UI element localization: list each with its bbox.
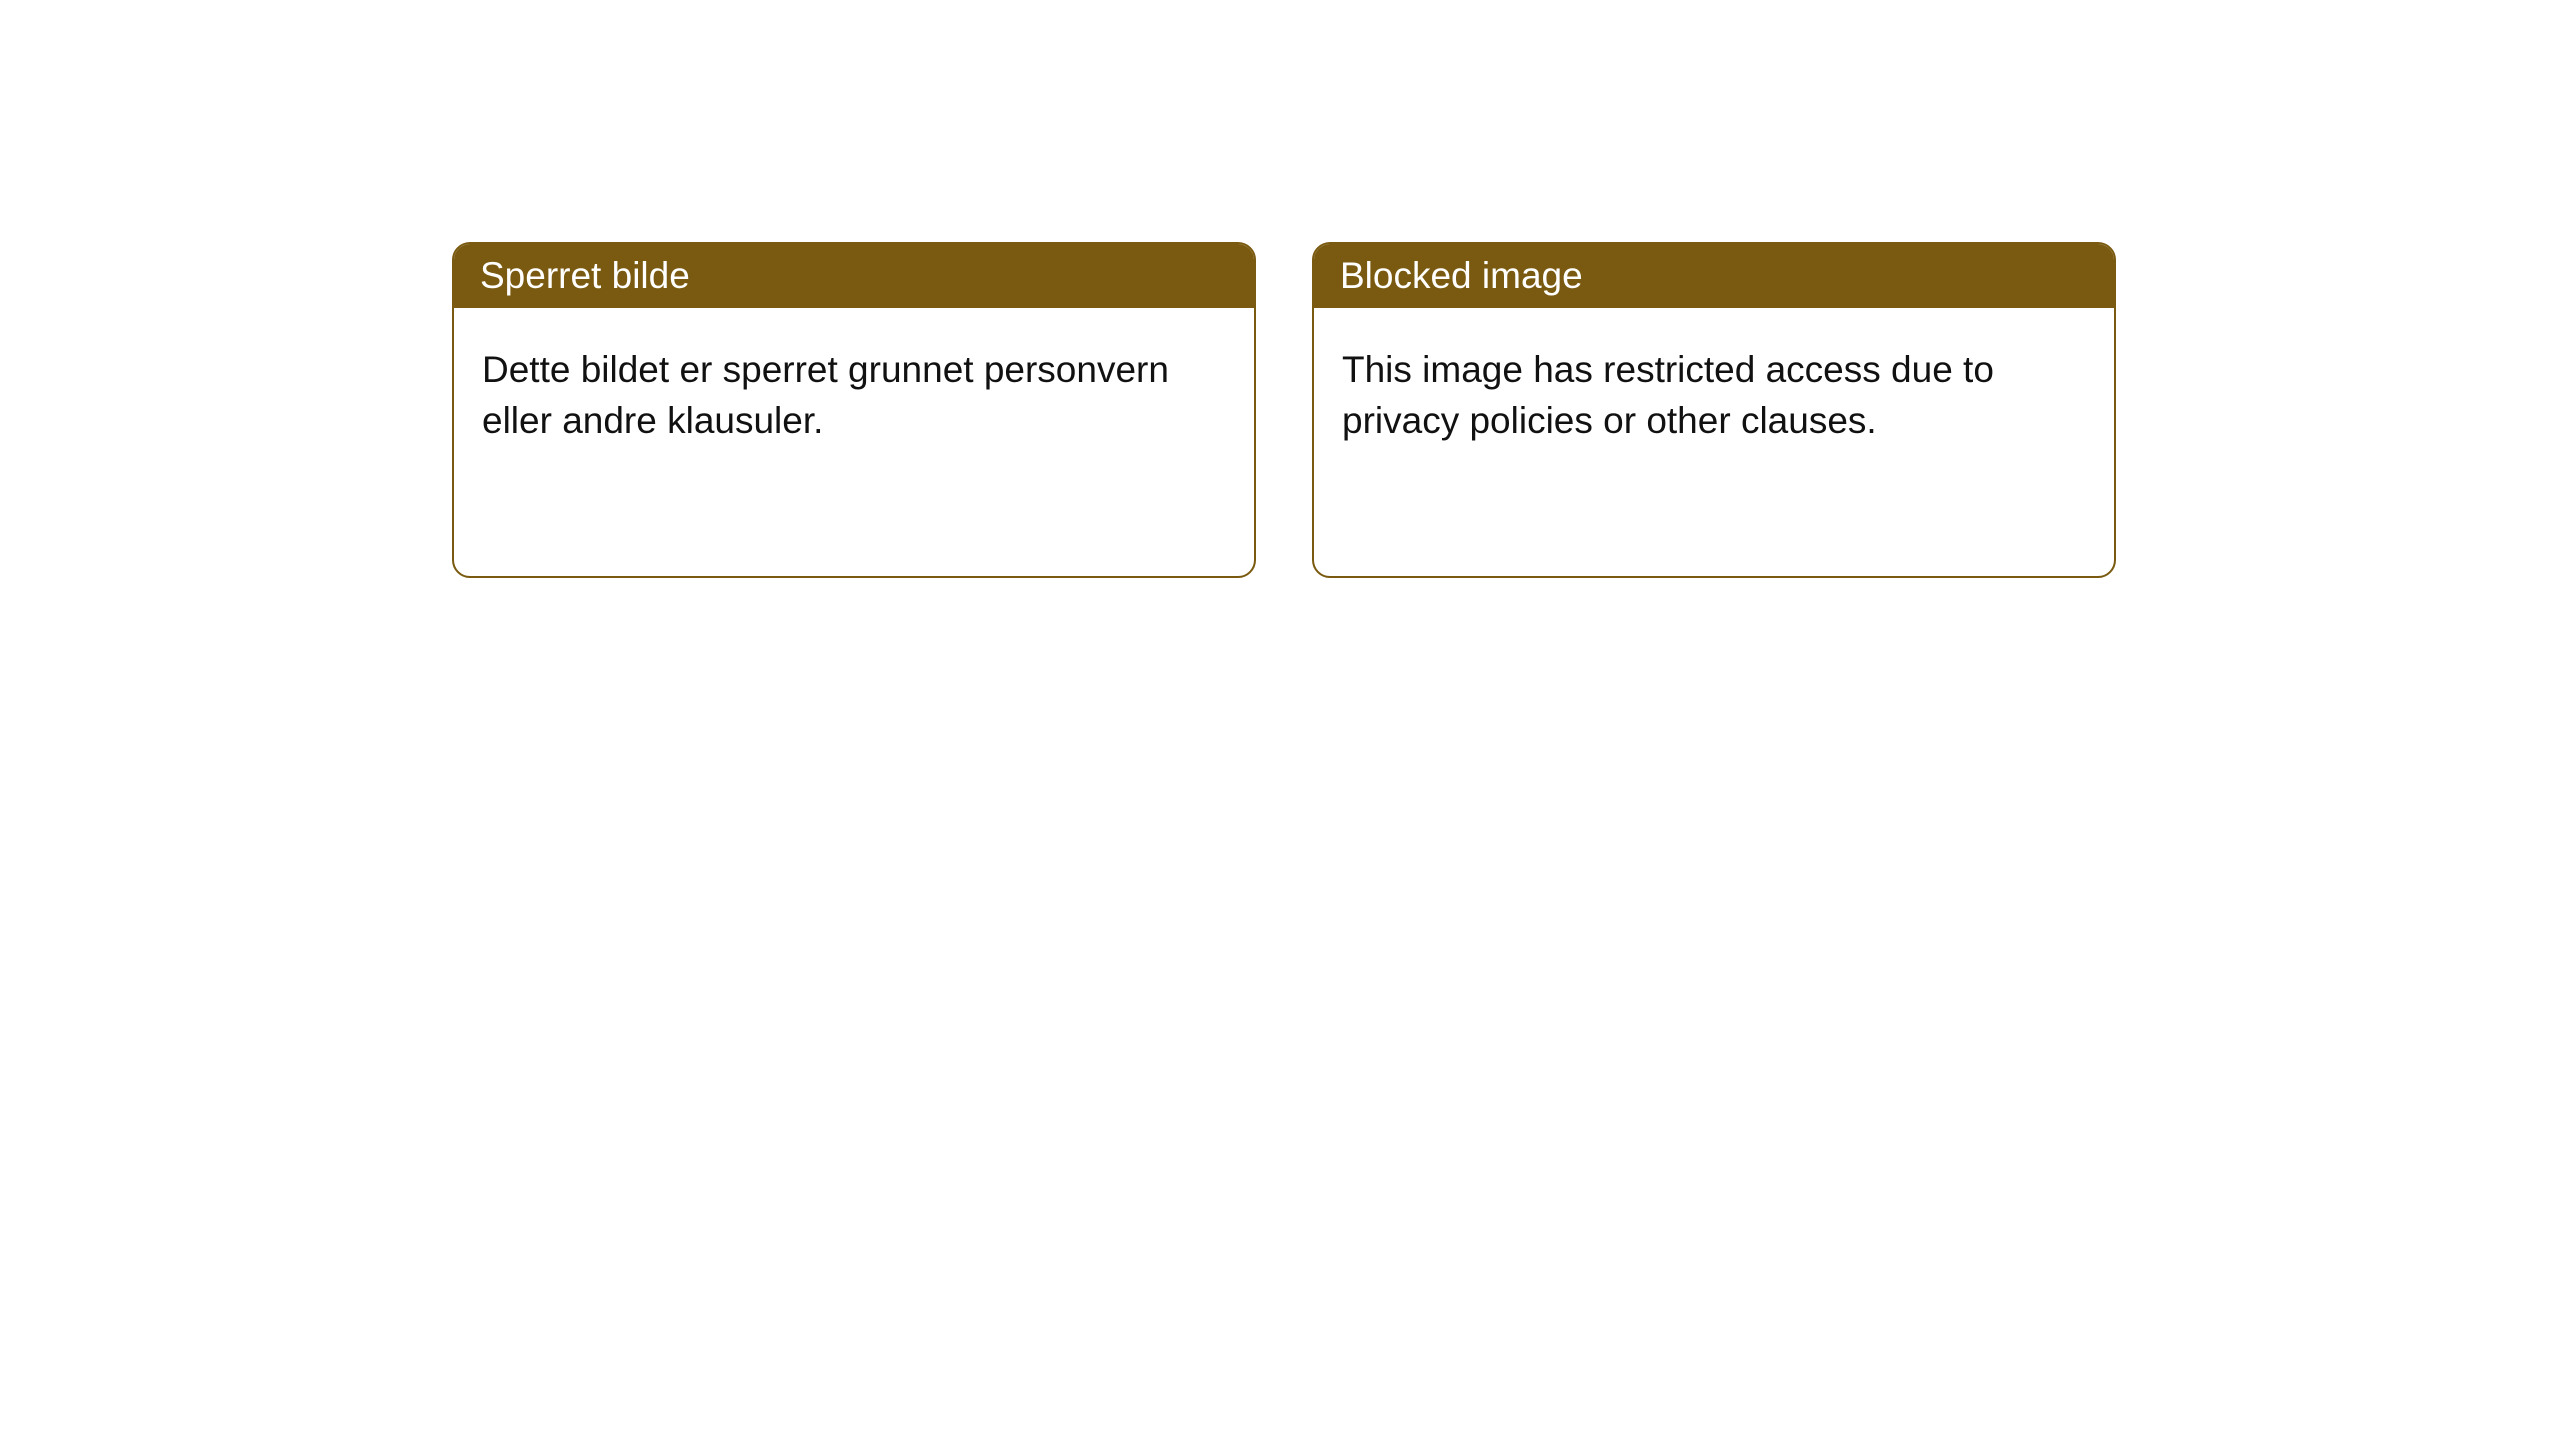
notice-container: Sperret bilde Dette bildet er sperret gr… [0, 0, 2560, 578]
notice-card-norwegian: Sperret bilde Dette bildet er sperret gr… [452, 242, 1256, 578]
notice-body-english: This image has restricted access due to … [1314, 308, 2114, 482]
notice-header-norwegian: Sperret bilde [454, 244, 1254, 308]
notice-header-english: Blocked image [1314, 244, 2114, 308]
notice-card-english: Blocked image This image has restricted … [1312, 242, 2116, 578]
notice-body-norwegian: Dette bildet er sperret grunnet personve… [454, 308, 1254, 482]
